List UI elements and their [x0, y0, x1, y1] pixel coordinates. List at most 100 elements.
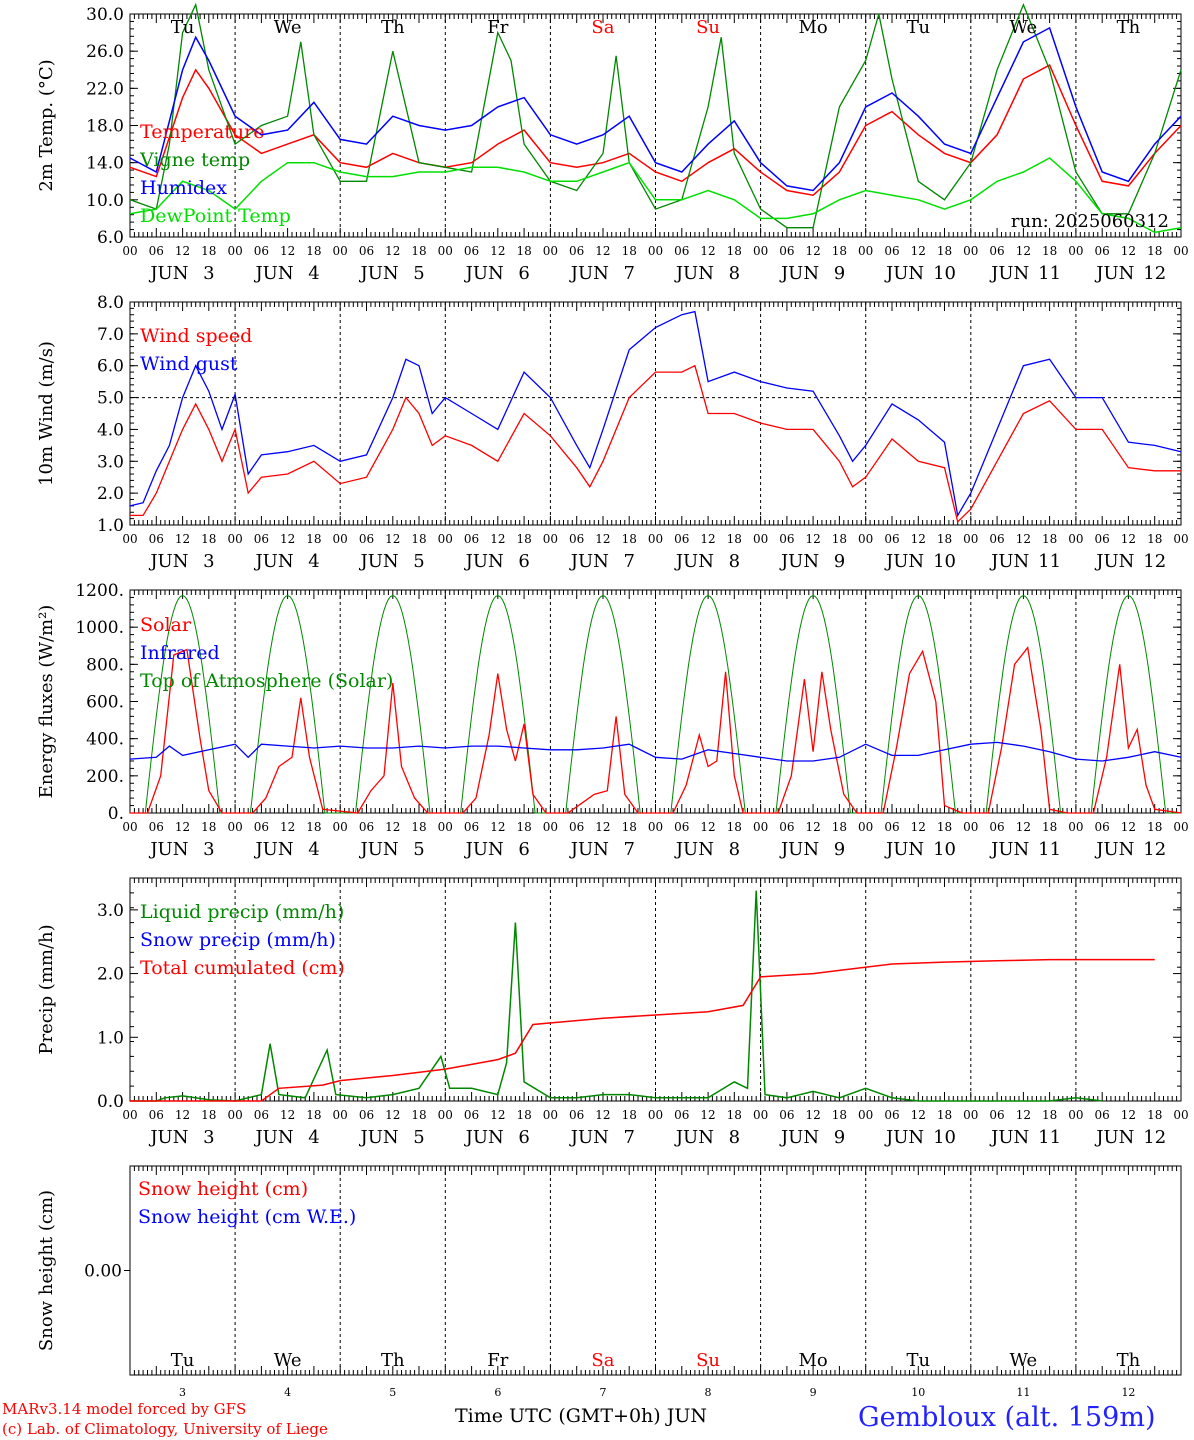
hour-tick-label: 00 [543, 1108, 558, 1122]
date-label: 6 [518, 263, 529, 284]
hour-tick-label: 18 [727, 1108, 742, 1122]
hour-tick-label: 18 [832, 1108, 847, 1122]
month-label: JUN [569, 839, 609, 860]
legend-entry: Solar [140, 614, 192, 636]
hour-tick-label: 00 [963, 532, 978, 546]
hour-tick-label: 06 [989, 244, 1004, 258]
month-label: JUN [464, 551, 504, 572]
hour-tick-label: 00 [858, 244, 873, 258]
hour-tick-label: 06 [674, 820, 689, 834]
hour-tick-label: 00 [963, 1108, 978, 1122]
hour-tick-label: 18 [516, 1108, 531, 1122]
hour-ticks [129, 14, 1182, 237]
hour-tick-label: 12 [1121, 1108, 1136, 1122]
hour-tick-label: 12 [175, 820, 190, 834]
day-name-label: Sa [591, 1350, 614, 1371]
day-name-label: Th [381, 17, 405, 38]
date-label: 8 [705, 1386, 712, 1399]
y-axis-title: 2m Temp. (°C) [36, 59, 57, 191]
hour-tick-label: 12 [385, 244, 400, 258]
hour-tick-label: 06 [464, 244, 479, 258]
hour-tick-label: 12 [806, 820, 821, 834]
hour-tick-label: 12 [911, 820, 926, 834]
month-label: JUN [1094, 263, 1134, 284]
hour-tick-label: 18 [516, 244, 531, 258]
hour-tick-label: 00 [333, 1108, 348, 1122]
date-label: 4 [308, 263, 319, 284]
month-label: JUN [989, 263, 1029, 284]
hour-tick-label: 00 [753, 820, 768, 834]
hour-tick-label: 18 [727, 532, 742, 546]
date-label: 6 [518, 1127, 529, 1148]
hour-tick-label: 00 [1173, 532, 1188, 546]
hour-tick-label: 18 [1042, 1108, 1057, 1122]
month-label: JUN [359, 263, 399, 284]
hour-tick-label: 06 [884, 1108, 899, 1122]
month-label: JUN [779, 839, 819, 860]
hour-tick-label: 00 [438, 532, 453, 546]
y-tick-label: 1.0 [97, 1028, 124, 1048]
y-tick-label: 1200. [75, 581, 124, 601]
series-line-2 [129, 310, 1182, 518]
legend-entry: Snow precip (mm/h) [140, 929, 336, 951]
hour-tick-label: 18 [937, 820, 952, 834]
hour-tick-label: 00 [753, 532, 768, 546]
day-name-label: We [274, 17, 302, 38]
hour-tick-label: 06 [254, 820, 269, 834]
panel-frame [129, 589, 1182, 814]
hour-tick-label: 00 [648, 532, 663, 546]
hour-tick-label: 06 [569, 1108, 584, 1122]
month-label: JUN [779, 1127, 819, 1148]
series-line-3 [129, 26, 1182, 192]
y-tick-label: 400. [86, 730, 124, 750]
legend-entry: DewPoint Temp [140, 205, 291, 227]
day-name-label: Su [696, 17, 720, 38]
hour-tick-label: 06 [359, 532, 374, 546]
hour-tick-label: 12 [385, 820, 400, 834]
hour-tick-label: 00 [122, 532, 137, 546]
hour-tick-label: 12 [490, 820, 505, 834]
hour-tick-label: 18 [201, 1108, 216, 1122]
month-label: JUN [253, 263, 293, 284]
y-tick-label: 3.0 [97, 901, 124, 921]
hour-tick-label: 12 [1016, 532, 1031, 546]
hour-tick-label: 06 [149, 532, 164, 546]
hour-tick-label: 12 [280, 244, 295, 258]
month-label: JUN [1094, 1127, 1134, 1148]
day-name-label: We [1010, 1350, 1038, 1371]
hour-tick-label: 12 [280, 820, 295, 834]
hour-tick-label: 00 [227, 244, 242, 258]
month-label: JUN [359, 1127, 399, 1148]
date-label: 3 [203, 1127, 214, 1148]
month-label: JUN [779, 551, 819, 572]
hour-tick-label: 18 [306, 532, 321, 546]
x-axis-title: Time UTC (GMT+0h) JUN [455, 1405, 707, 1427]
legend-entry: Liquid precip (mm/h) [140, 901, 344, 923]
hour-tick-label: 06 [1095, 532, 1110, 546]
hour-tick-label: 12 [1121, 820, 1136, 834]
date-label: 10 [933, 551, 956, 572]
hour-tick-label: 12 [175, 244, 190, 258]
date-label: 9 [810, 1386, 817, 1399]
hour-tick-label: 12 [1016, 820, 1031, 834]
month-label: JUN [884, 839, 924, 860]
hour-tick-label: 00 [227, 1108, 242, 1122]
date-label: 5 [413, 839, 424, 860]
date-label: 4 [284, 1386, 291, 1399]
hour-tick-label: 18 [1042, 244, 1057, 258]
hour-tick-label: 18 [1147, 532, 1162, 546]
y-tick-label: 8.0 [97, 293, 124, 313]
hour-tick-label: 00 [122, 820, 137, 834]
hour-tick-label: 00 [858, 820, 873, 834]
hour-tick-label: 12 [490, 244, 505, 258]
month-label: JUN [148, 1127, 188, 1148]
hour-tick-label: 12 [280, 1108, 295, 1122]
day-name-label: Fr [487, 17, 508, 38]
hour-tick-label: 06 [149, 1108, 164, 1122]
hour-tick-label: 18 [411, 244, 426, 258]
hour-tick-label: 12 [806, 244, 821, 258]
date-label: 5 [413, 1127, 424, 1148]
hour-tick-label: 06 [359, 820, 374, 834]
hour-tick-label: 06 [1095, 820, 1110, 834]
